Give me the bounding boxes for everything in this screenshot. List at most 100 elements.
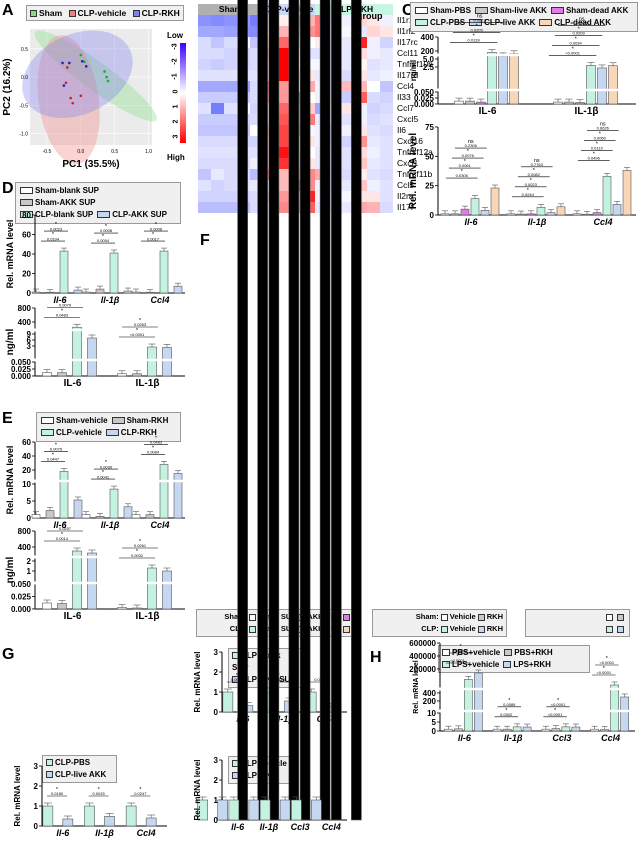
p-value: <0.0001: [551, 702, 566, 707]
heatmap-cell: [341, 92, 354, 103]
bar: [117, 607, 127, 610]
y-tick-label: 400: [18, 318, 32, 327]
p-value: 0.0104: [47, 236, 60, 241]
data-point: [105, 75, 108, 79]
significance-star: *: [593, 151, 596, 157]
heatmap-cell: [276, 92, 289, 103]
heatmap-cell: [380, 202, 393, 213]
bar: [117, 373, 127, 377]
bar: [259, 799, 271, 821]
significance-star: ns: [468, 139, 474, 145]
bar: [586, 65, 596, 105]
ellipse-clp-rkh: [22, 30, 133, 119]
axis-break: [37, 358, 108, 362]
bar: [159, 464, 169, 519]
heatmap-cell: [250, 15, 263, 26]
category-label: Ccl4: [601, 733, 620, 743]
plot-background: [30, 29, 152, 145]
y-tick-label: 5: [432, 718, 437, 727]
heatmap-cell: [367, 15, 380, 26]
y-tick-label: 200000: [409, 665, 436, 674]
significance-star: *: [505, 708, 508, 714]
bar: [622, 170, 632, 216]
bar: [132, 607, 142, 610]
heatmap-cell: [367, 59, 380, 70]
heatmap-cell: [341, 70, 354, 81]
y-axis-label: PC2 (16.2%): [2, 58, 13, 115]
axis-break: [442, 709, 487, 713]
bar: [131, 291, 141, 294]
panel-label-c: C: [402, 2, 414, 19]
axis-break: [37, 479, 83, 483]
category-label: Il-1β: [504, 733, 523, 743]
heatmap-gene-label: Cxcl5: [397, 114, 419, 124]
p-value: 0.0261: [134, 543, 147, 548]
data-point: [71, 101, 74, 105]
legend-swatch-clp-rkh: [132, 10, 140, 18]
heatmap-cell: [211, 26, 224, 37]
significance-star: *: [155, 222, 158, 228]
p-value: 0.0034: [570, 41, 583, 46]
legend-label: Vehicle: [449, 612, 476, 621]
y-axis-label: Rel. mRNA level: [413, 660, 420, 713]
bar: [440, 213, 450, 216]
heatmap-cell: [224, 15, 237, 26]
y-tick-label: 1: [27, 567, 32, 576]
category-label: Il-1β: [275, 714, 294, 724]
bar: [556, 206, 566, 216]
legend-label: Sham: [39, 8, 63, 18]
p-value: 0.0076: [462, 153, 475, 158]
legend-label: LPS+vehicle: [452, 660, 500, 669]
heatmap-cell: [250, 81, 263, 92]
heatmap-cell: [380, 92, 393, 103]
y-tick-label: 0.025: [414, 94, 435, 103]
significance-star: *: [61, 532, 64, 538]
significance-star: *: [64, 522, 67, 528]
heatmap-cell: [367, 114, 380, 125]
legend-label: CLP-dead AKK: [554, 18, 611, 27]
significance-star: *: [461, 169, 464, 175]
category-label: Ccl3: [291, 822, 310, 832]
significance-star: *: [152, 445, 155, 451]
significance-star: *: [102, 470, 105, 476]
category-label: Ccl4: [150, 295, 169, 305]
heatmap-cell: [198, 15, 211, 26]
p-value: 0.0447: [47, 457, 60, 462]
heatmap-cell: [224, 26, 237, 37]
heatmap-cell: [250, 202, 263, 213]
significance-star: *: [459, 644, 462, 650]
category-label: Ccl3: [552, 733, 571, 743]
bar: [145, 817, 157, 827]
bar: [147, 567, 157, 610]
p-value: 0.0244: [522, 192, 535, 197]
axis-break: [490, 687, 536, 691]
bar: [291, 799, 302, 821]
pca-plot: -0.5 0.0 0.5 1.0 0.5 0.0 -0.5 -1.0 PC1 (35.5%) PC…: [2, 29, 157, 170]
legend-label: CLP-PBS: [55, 758, 91, 767]
y-tick-label: 3: [27, 342, 32, 351]
axis-break: [588, 687, 633, 691]
bar: [487, 52, 497, 105]
category-label: Il-6: [53, 295, 67, 305]
ellipse-sham: [34, 30, 157, 122]
legend-label: CLP-PBS: [430, 18, 466, 27]
y-tick-label: 5.0: [423, 55, 435, 64]
heatmap-cell: [276, 147, 289, 158]
bar: [104, 816, 115, 827]
heatmap-gene-label: Tnfrsf11b: [397, 169, 433, 179]
heatmap-cell: [198, 48, 211, 59]
y-tick-label: 5: [27, 497, 32, 506]
heatmap-cell: [276, 48, 289, 59]
p-value: 0.7763: [531, 162, 544, 167]
heatmap-cell: [341, 125, 354, 136]
bar: [597, 67, 607, 105]
heatmap-cell: [380, 81, 393, 92]
y-tick-label: 0: [430, 211, 435, 220]
bar: [57, 372, 67, 377]
y-axis-label: Rel. mRNA level: [5, 220, 15, 289]
bar: [268, 0, 280, 821]
y-tick-label: -0.5: [19, 103, 28, 109]
heatmap-cell: [276, 136, 289, 147]
